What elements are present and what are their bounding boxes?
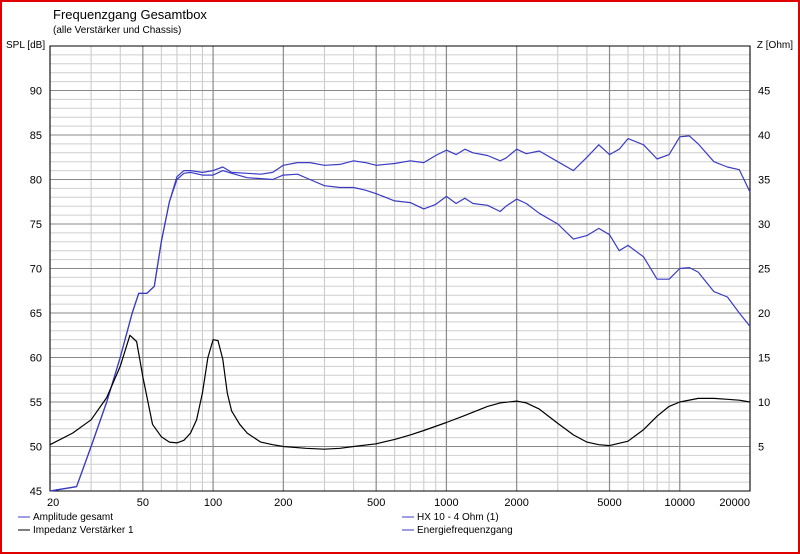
y-tick-label-left: 45 [30,486,42,498]
y-tick-label-right: 30 [758,219,770,231]
y-tick-label-right: 15 [758,353,770,365]
y-tick-label-right: 20 [758,308,770,320]
series-line-2 [49,334,751,450]
y-tick-label-right: 35 [758,175,770,187]
y-ticks-right: 5 10 15 20 25 30 35 40 45 [758,86,770,454]
chart-subtitle: (alle Verstärker und Chassis) [53,25,181,36]
x-tick-label: 50 [137,497,149,509]
legend-entry-0: Amplitude gesamt [33,512,113,523]
grid-major [49,46,751,491]
legend: Amplitude gesamt HX 10 - 4 Ohm (1) Impedan… [18,512,513,536]
x-tick-label: 2000 [504,497,528,509]
x-tick-label: 500 [367,497,385,509]
y-tick-label-right: 45 [758,86,770,98]
y-tick-label-left: 65 [30,308,42,320]
y-tick-label-right: 5 [758,442,764,454]
x-tick-label: 20 [47,497,59,509]
x-tick-label: 5000 [597,497,621,509]
y-tick-label-right: 25 [758,264,770,276]
x-ticks: 20 50 100 200 500 1000 2000 5000 10000 20000 [47,497,750,509]
x-tick-label: 10000 [664,497,695,509]
x-tick-label: 200 [274,497,292,509]
x-tick-label: 20000 [719,497,750,509]
y-tick-label-left: 85 [30,130,42,142]
y-tick-label-left: 75 [30,219,42,231]
y-tick-label-left: 70 [30,264,42,276]
plot-border [49,45,751,492]
y-tick-label-right: 40 [758,130,770,142]
x-tick-label: 100 [204,497,222,509]
legend-entry-1: HX 10 - 4 Ohm (1) [417,512,499,523]
y-tick-label-left: 80 [30,175,42,187]
y-axis-label-left: SPL [dB] [6,40,45,51]
y-tick-label-left: 55 [30,397,42,409]
chart-title: Frequenzgang Gesamtbox [53,7,207,22]
legend-entry-3: Energiefrequenzgang [417,525,513,536]
legend-entry-2: Impedanz Verstärker 1 [33,525,134,536]
y-tick-label-left: 50 [30,442,42,454]
series-line-1 [49,135,751,492]
x-tick-label: 1000 [434,497,458,509]
y-ticks-left: 45 50 55 60 65 70 75 80 85 90 [30,86,42,499]
y-axis-label-right: Z [Ohm] [757,40,793,51]
series-layer [49,135,751,492]
y-tick-label-left: 90 [30,86,42,98]
y-tick-label-left: 60 [30,353,42,365]
y-tick-label-right: 10 [758,397,770,409]
